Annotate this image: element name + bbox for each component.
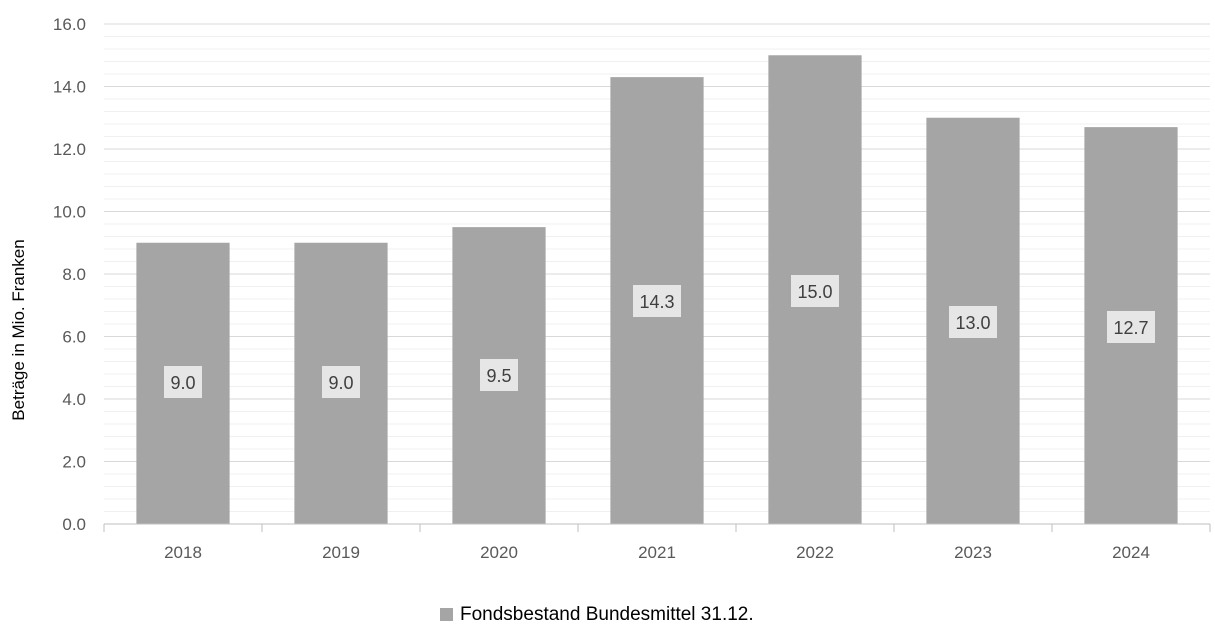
x-tick-label-2019: 2019	[322, 543, 360, 562]
data-label-box	[791, 275, 839, 307]
x-axis-ticks	[103, 524, 1211, 532]
legend: Fondsbestand Bundesmittel 31.12.	[440, 604, 754, 624]
y-tick-label: 14.0	[53, 78, 86, 97]
data-label-2024: 12.7	[1113, 318, 1148, 338]
x-axis-tick-labels: 2018 2019 2020 2021 2022 2023 2024	[164, 543, 1150, 562]
y-axis-title: Beträge in Mio. Franken	[9, 239, 28, 420]
data-labels: 9.0 9.0 9.5 14.3 15.0 13.0 12.7	[164, 275, 1155, 398]
y-tick-label: 10.0	[53, 203, 86, 222]
y-tick-label: 6.0	[62, 328, 86, 347]
data-label-2021: 14.3	[639, 292, 674, 312]
data-label-box	[1107, 311, 1155, 343]
y-tick-label: 0.0	[62, 515, 86, 534]
legend-swatch	[440, 608, 453, 621]
y-tick-label: 16.0	[53, 15, 86, 34]
y-tick-label: 8.0	[62, 265, 86, 284]
x-tick-label-2024: 2024	[1112, 543, 1150, 562]
data-label-box	[480, 359, 518, 391]
data-label-2018: 9.0	[170, 373, 195, 393]
x-tick-label-2020: 2020	[480, 543, 518, 562]
data-label-box	[949, 306, 997, 338]
x-tick-label-2018: 2018	[164, 543, 202, 562]
x-tick-label-2021: 2021	[638, 543, 676, 562]
data-label-2022: 15.0	[797, 282, 832, 302]
data-label-2020: 9.5	[486, 366, 511, 386]
y-tick-label: 2.0	[62, 453, 86, 472]
data-label-box	[322, 366, 360, 398]
x-tick-label-2023: 2023	[954, 543, 992, 562]
legend-entry: Fondsbestand Bundesmittel 31.12.	[460, 604, 754, 624]
y-tick-label: 12.0	[53, 140, 86, 159]
data-label-2023: 13.0	[955, 313, 990, 333]
y-axis-tick-labels: 0.0 2.0 4.0 6.0 8.0 10.0 12.0 14.0 16.0	[53, 15, 86, 534]
data-label-box	[164, 366, 202, 398]
x-tick-label-2022: 2022	[796, 543, 834, 562]
y-tick-label: 4.0	[62, 390, 86, 409]
data-label-2019: 9.0	[328, 373, 353, 393]
data-label-box	[633, 285, 681, 317]
